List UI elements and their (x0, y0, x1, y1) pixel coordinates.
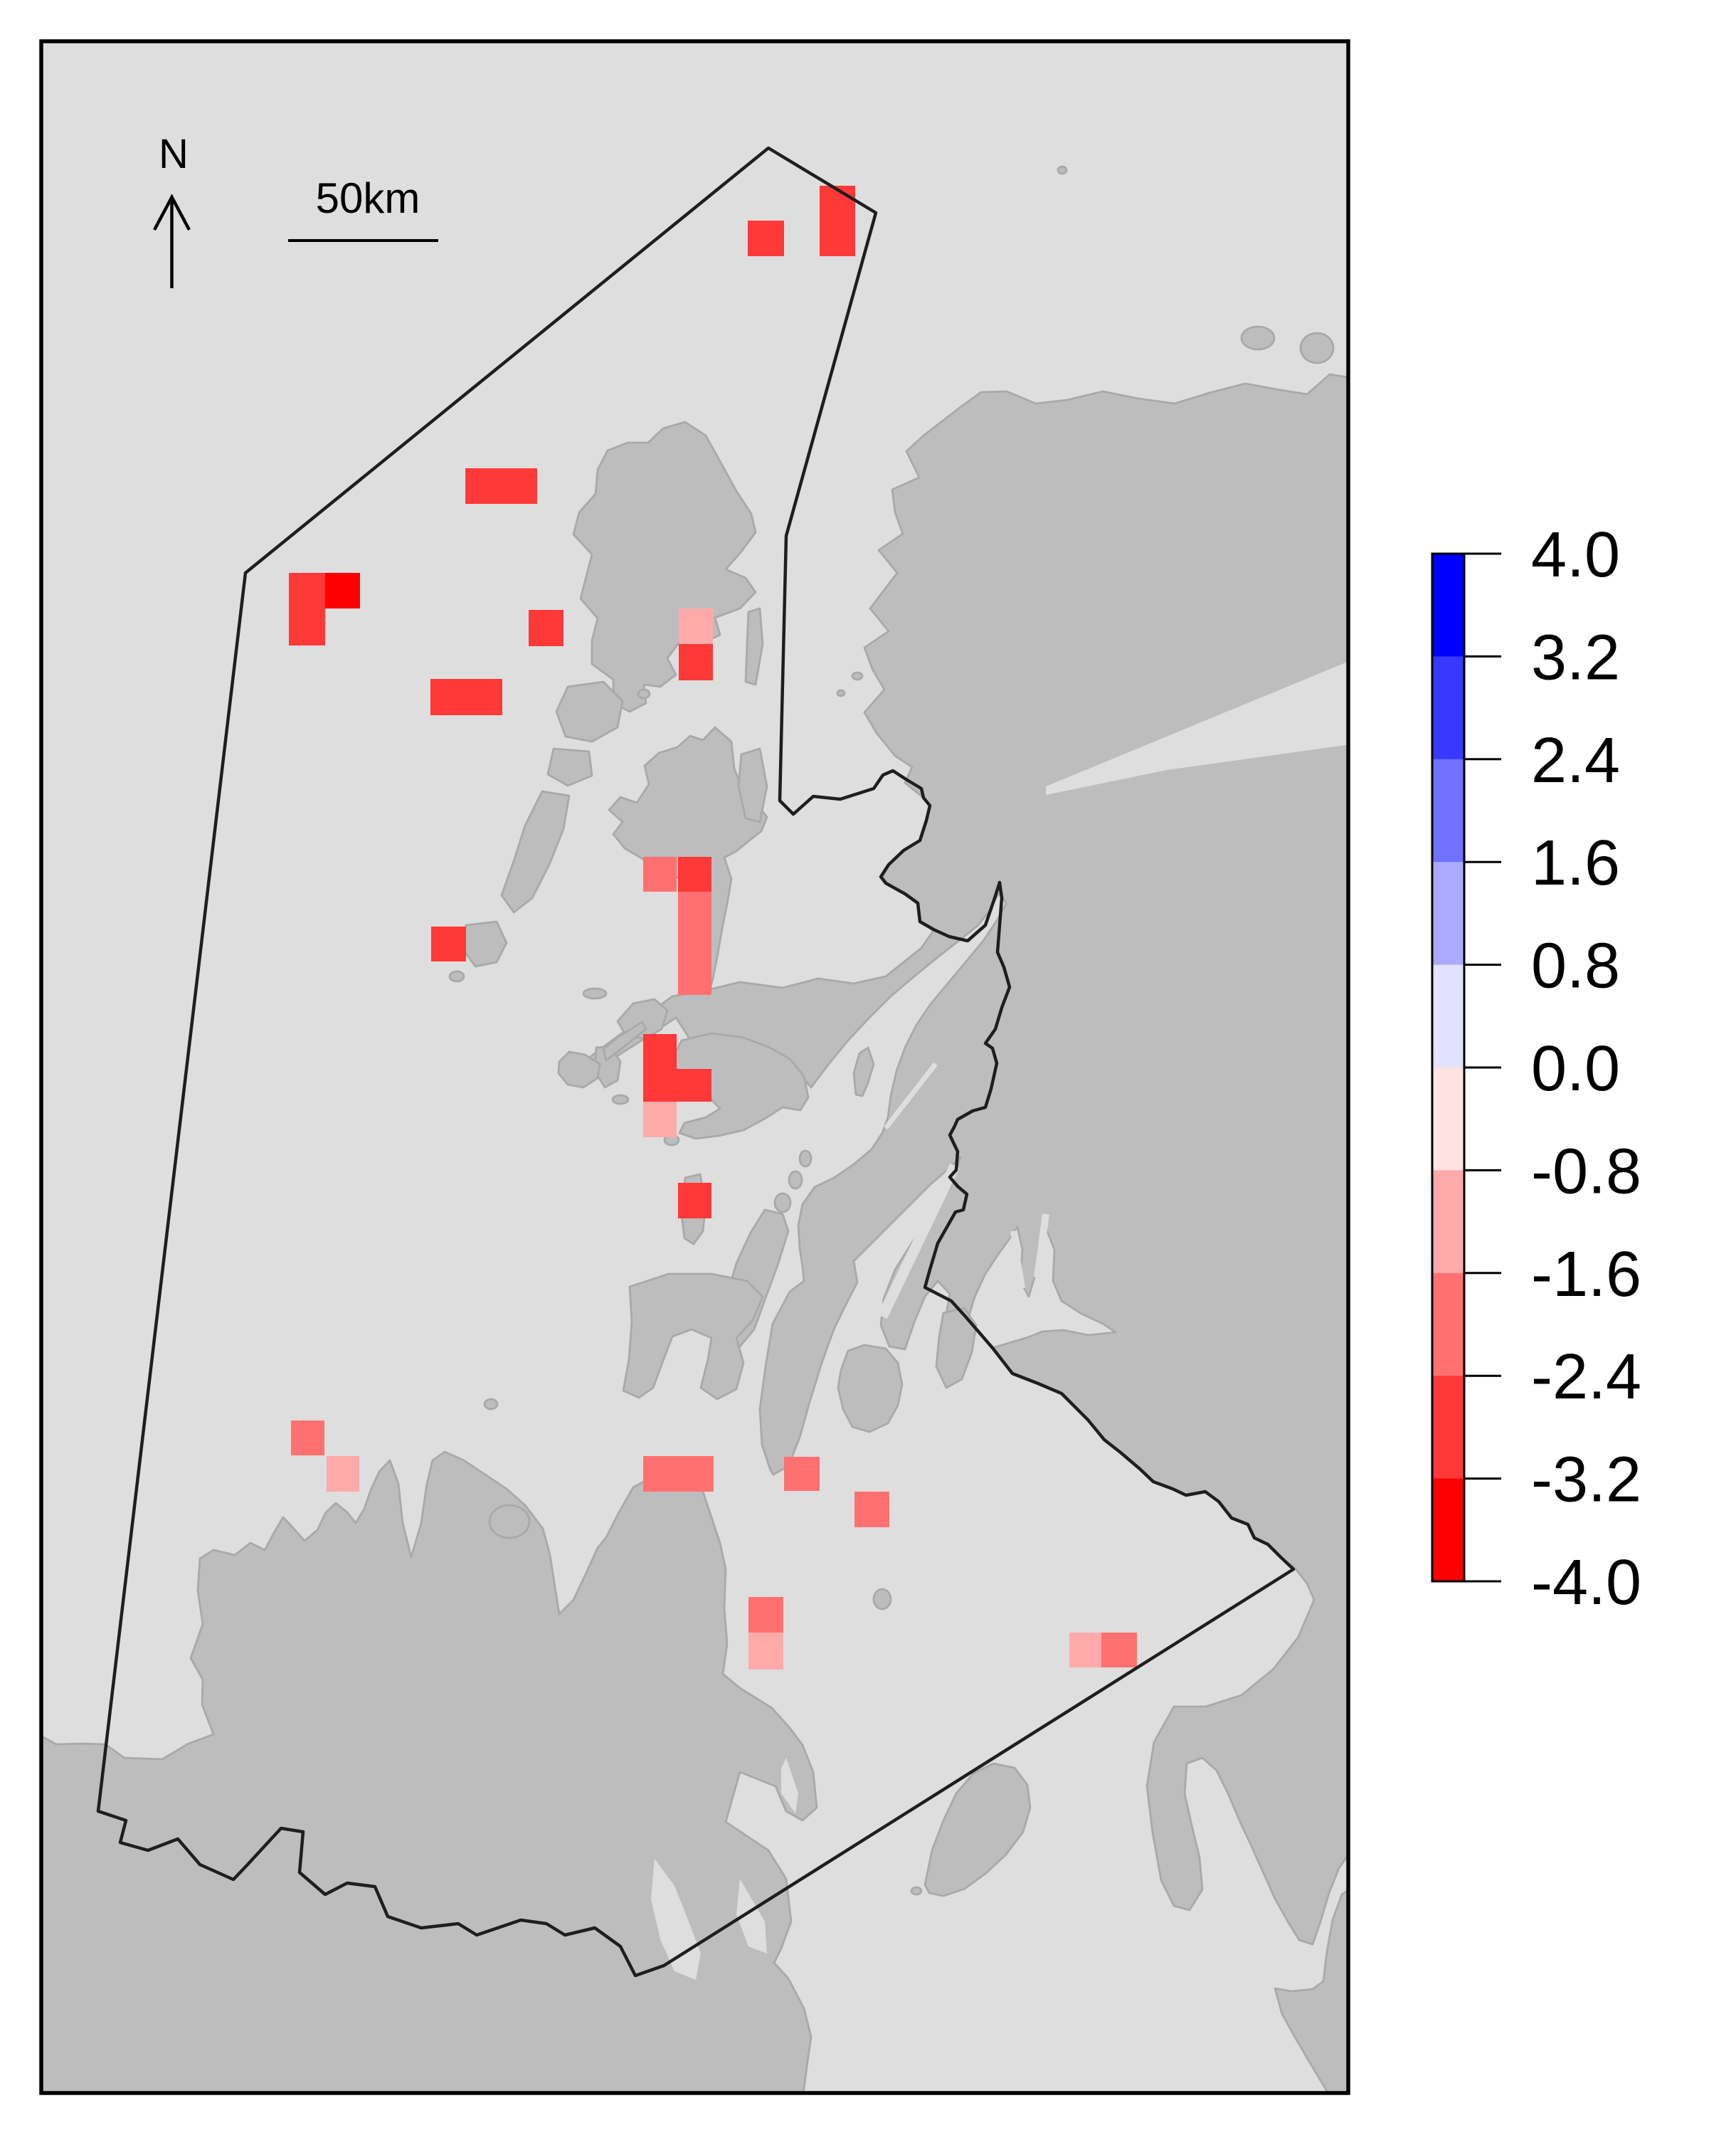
svg-text:0.8: 0.8 (1531, 931, 1620, 1002)
svg-text:-0.8: -0.8 (1531, 1136, 1641, 1207)
svg-text:3.2: 3.2 (1531, 622, 1620, 693)
svg-text:-4.0: -4.0 (1531, 1547, 1641, 1618)
svg-text:-1.6: -1.6 (1531, 1239, 1641, 1310)
svg-text:2.4: 2.4 (1531, 725, 1620, 796)
svg-text:50km: 50km (316, 174, 420, 222)
svg-text:1.6: 1.6 (1531, 828, 1620, 899)
svg-text:N: N (159, 131, 189, 177)
svg-text:-3.2: -3.2 (1531, 1445, 1641, 1516)
svg-text:-2.4: -2.4 (1531, 1341, 1641, 1413)
svg-text:0.0: 0.0 (1531, 1033, 1620, 1105)
svg-text:4.0: 4.0 (1531, 520, 1620, 591)
